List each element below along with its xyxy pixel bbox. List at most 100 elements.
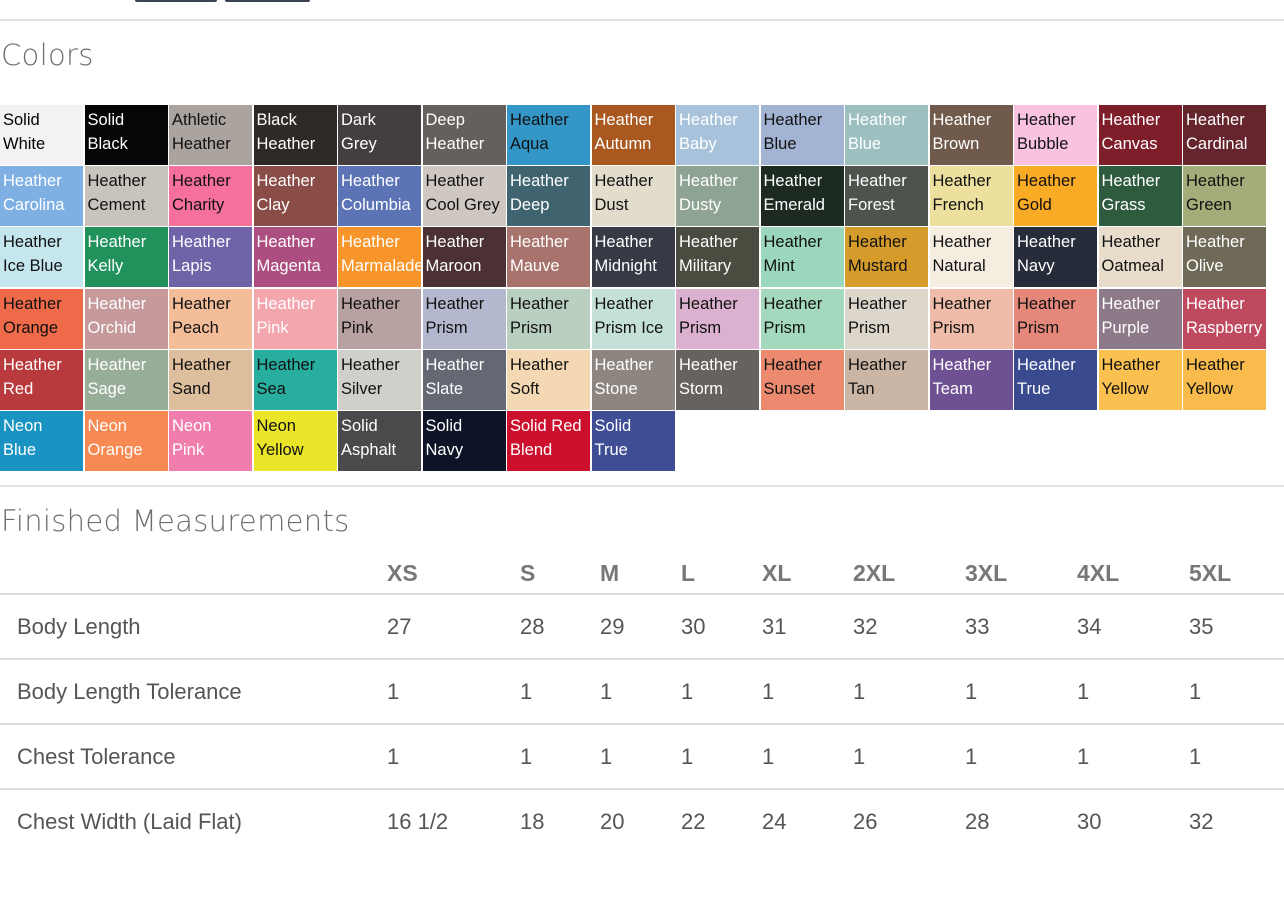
color-swatch[interactable]: Heather Orange [0, 288, 83, 349]
color-swatch[interactable]: Heather Carolina [0, 166, 83, 227]
swatch-label: Heather [3, 355, 62, 374]
color-swatch[interactable]: Heather Gold [1014, 166, 1097, 227]
color-swatch[interactable]: Heather Bubble [1014, 105, 1097, 165]
color-swatch[interactable]: Heather Red [0, 349, 83, 410]
color-swatch[interactable]: Heather Dust [591, 166, 675, 227]
color-swatch[interactable]: Heather Canvas [1098, 105, 1182, 165]
color-swatch[interactable]: Heather Prism [929, 288, 1013, 349]
color-swatch[interactable]: Heather Autumn [591, 105, 675, 165]
swatch-label: Heather [1186, 111, 1245, 129]
color-swatch[interactable]: Heather Pink [253, 288, 337, 349]
color-swatch[interactable]: Heather Clay [253, 166, 337, 227]
color-swatch[interactable]: Deep Heather [422, 105, 506, 165]
color-swatch[interactable]: Heather Blue [845, 105, 928, 165]
swatch-label: Dust [594, 196, 629, 215]
swatch-label: Team [932, 379, 973, 398]
color-swatch[interactable]: Heather Mint [760, 227, 844, 288]
color-swatch[interactable]: Heather Prism [422, 288, 506, 349]
color-swatch[interactable]: Black Heather [253, 105, 337, 165]
color-swatch[interactable]: Heather Baby [676, 105, 759, 165]
color-swatch[interactable]: Athletic Heather [169, 105, 252, 165]
color-swatch[interactable]: Heather Sand [169, 349, 252, 410]
swatch-label: Emerald [763, 196, 825, 215]
color-swatch[interactable]: Heather Prism [676, 288, 759, 349]
color-swatch[interactable]: Heather Orchid [84, 288, 168, 349]
measurement-value: 22 [681, 809, 706, 834]
swatch-label: Forest [848, 196, 895, 215]
color-swatch[interactable]: Heather Tan [845, 349, 928, 410]
color-swatch[interactable]: Heather Natural [929, 227, 1013, 288]
color-swatch[interactable]: Heather Cardinal [1183, 105, 1266, 165]
color-swatch[interactable]: Heather Oatmeal [1098, 227, 1182, 288]
color-swatch[interactable]: Heather Green [1183, 166, 1266, 227]
color-swatch[interactable]: Heather Maroon [422, 227, 506, 288]
color-swatch[interactable]: Heather Soft [507, 349, 590, 410]
color-swatch[interactable]: Heather Prism Ice [591, 288, 675, 349]
color-swatch[interactable]: Solid Asphalt [338, 410, 421, 471]
color-swatch[interactable]: Heather Prism [507, 288, 590, 349]
color-swatch[interactable]: Heather Prism [1014, 288, 1097, 349]
color-swatch[interactable]: Heather Cool Grey [422, 166, 506, 227]
color-swatch[interactable]: Heather Cement [84, 166, 168, 227]
color-swatch[interactable]: Heather Military [676, 227, 759, 288]
swatch-label: Heather [848, 233, 907, 252]
color-swatch[interactable]: Heather Silver [338, 349, 421, 410]
color-swatch[interactable]: Solid True [591, 410, 675, 471]
color-swatch[interactable]: Heather Yellow [1098, 349, 1182, 410]
color-swatch[interactable]: Heather Sage [84, 349, 168, 410]
color-swatch[interactable]: Heather Purple [1098, 288, 1182, 349]
color-swatch[interactable]: Heather Prism [760, 288, 844, 349]
color-swatch[interactable]: Heather Mauve [507, 227, 590, 288]
product-thumbnail[interactable] [225, 0, 310, 2]
measurement-value: 30 [1077, 809, 1102, 834]
color-swatch[interactable]: Heather Olive [1183, 227, 1266, 288]
color-swatch[interactable]: Heather Mustard [845, 227, 928, 288]
color-swatch[interactable]: Heather Midnight [591, 227, 675, 288]
color-swatch[interactable]: Heather Storm [676, 349, 759, 410]
color-swatch[interactable]: Heather Yellow [1183, 349, 1266, 410]
measurement-value: 1 [600, 679, 613, 704]
color-swatch[interactable]: Heather Emerald [760, 166, 844, 227]
swatch-label: Prism [425, 318, 468, 337]
color-swatch[interactable]: Heather Marmalade [338, 227, 421, 288]
color-swatch[interactable]: Neon Pink [169, 410, 252, 471]
color-swatch[interactable]: Heather Stone [591, 349, 675, 410]
color-swatch[interactable]: Heather Ice Blue [0, 227, 83, 288]
color-swatch[interactable]: Heather Charity [169, 166, 252, 227]
color-swatch[interactable]: Heather Raspberry [1183, 288, 1266, 349]
color-swatch[interactable]: Neon Yellow [253, 410, 337, 471]
color-swatch[interactable]: Heather Grass [1098, 166, 1182, 227]
color-swatch[interactable]: Dark Grey [338, 105, 421, 165]
color-swatch[interactable]: Heather Magenta [253, 227, 337, 288]
color-swatch[interactable]: Heather Brown [929, 105, 1013, 165]
color-swatch[interactable]: Neon Blue [0, 410, 83, 471]
color-swatch[interactable]: Heather Peach [169, 288, 252, 349]
color-swatch[interactable]: Solid Red Blend [507, 410, 590, 471]
swatch-label: Heather [87, 355, 147, 374]
color-swatch[interactable]: Heather Kelly [84, 227, 168, 288]
color-swatch[interactable]: Solid White [0, 105, 83, 165]
color-swatch[interactable]: Heather Slate [422, 349, 506, 410]
swatch-label: Heather [594, 294, 654, 313]
color-swatch[interactable]: Heather Pink [338, 288, 421, 349]
color-swatch[interactable]: Heather Lapis [169, 227, 252, 288]
color-swatch[interactable]: Heather Dusty [676, 166, 759, 227]
swatch-label: Pink [172, 440, 205, 459]
color-swatch[interactable]: Heather Prism [845, 288, 928, 349]
color-swatch[interactable]: Heather Sunset [760, 349, 844, 410]
color-swatch[interactable]: Solid Black [84, 105, 168, 165]
color-swatch[interactable]: Heather Sea [253, 349, 337, 410]
color-swatch[interactable]: Heather Aqua [507, 105, 590, 165]
color-swatch[interactable]: Heather Navy [1014, 227, 1097, 288]
color-swatch[interactable]: Heather Deep [507, 166, 590, 227]
color-swatch[interactable]: Heather French [929, 166, 1013, 227]
color-swatch[interactable]: Heather Forest [845, 166, 928, 227]
size-header: L [681, 560, 696, 586]
color-swatch[interactable]: Heather Columbia [338, 166, 421, 227]
color-swatch[interactable]: Heather Blue [760, 105, 844, 165]
color-swatch[interactable]: Solid Navy [422, 410, 506, 471]
product-thumbnail[interactable] [135, 0, 217, 2]
color-swatch[interactable]: Heather True [1014, 349, 1097, 410]
color-swatch[interactable]: Neon Orange [84, 410, 168, 471]
color-swatch[interactable]: Heather Team [929, 349, 1013, 410]
